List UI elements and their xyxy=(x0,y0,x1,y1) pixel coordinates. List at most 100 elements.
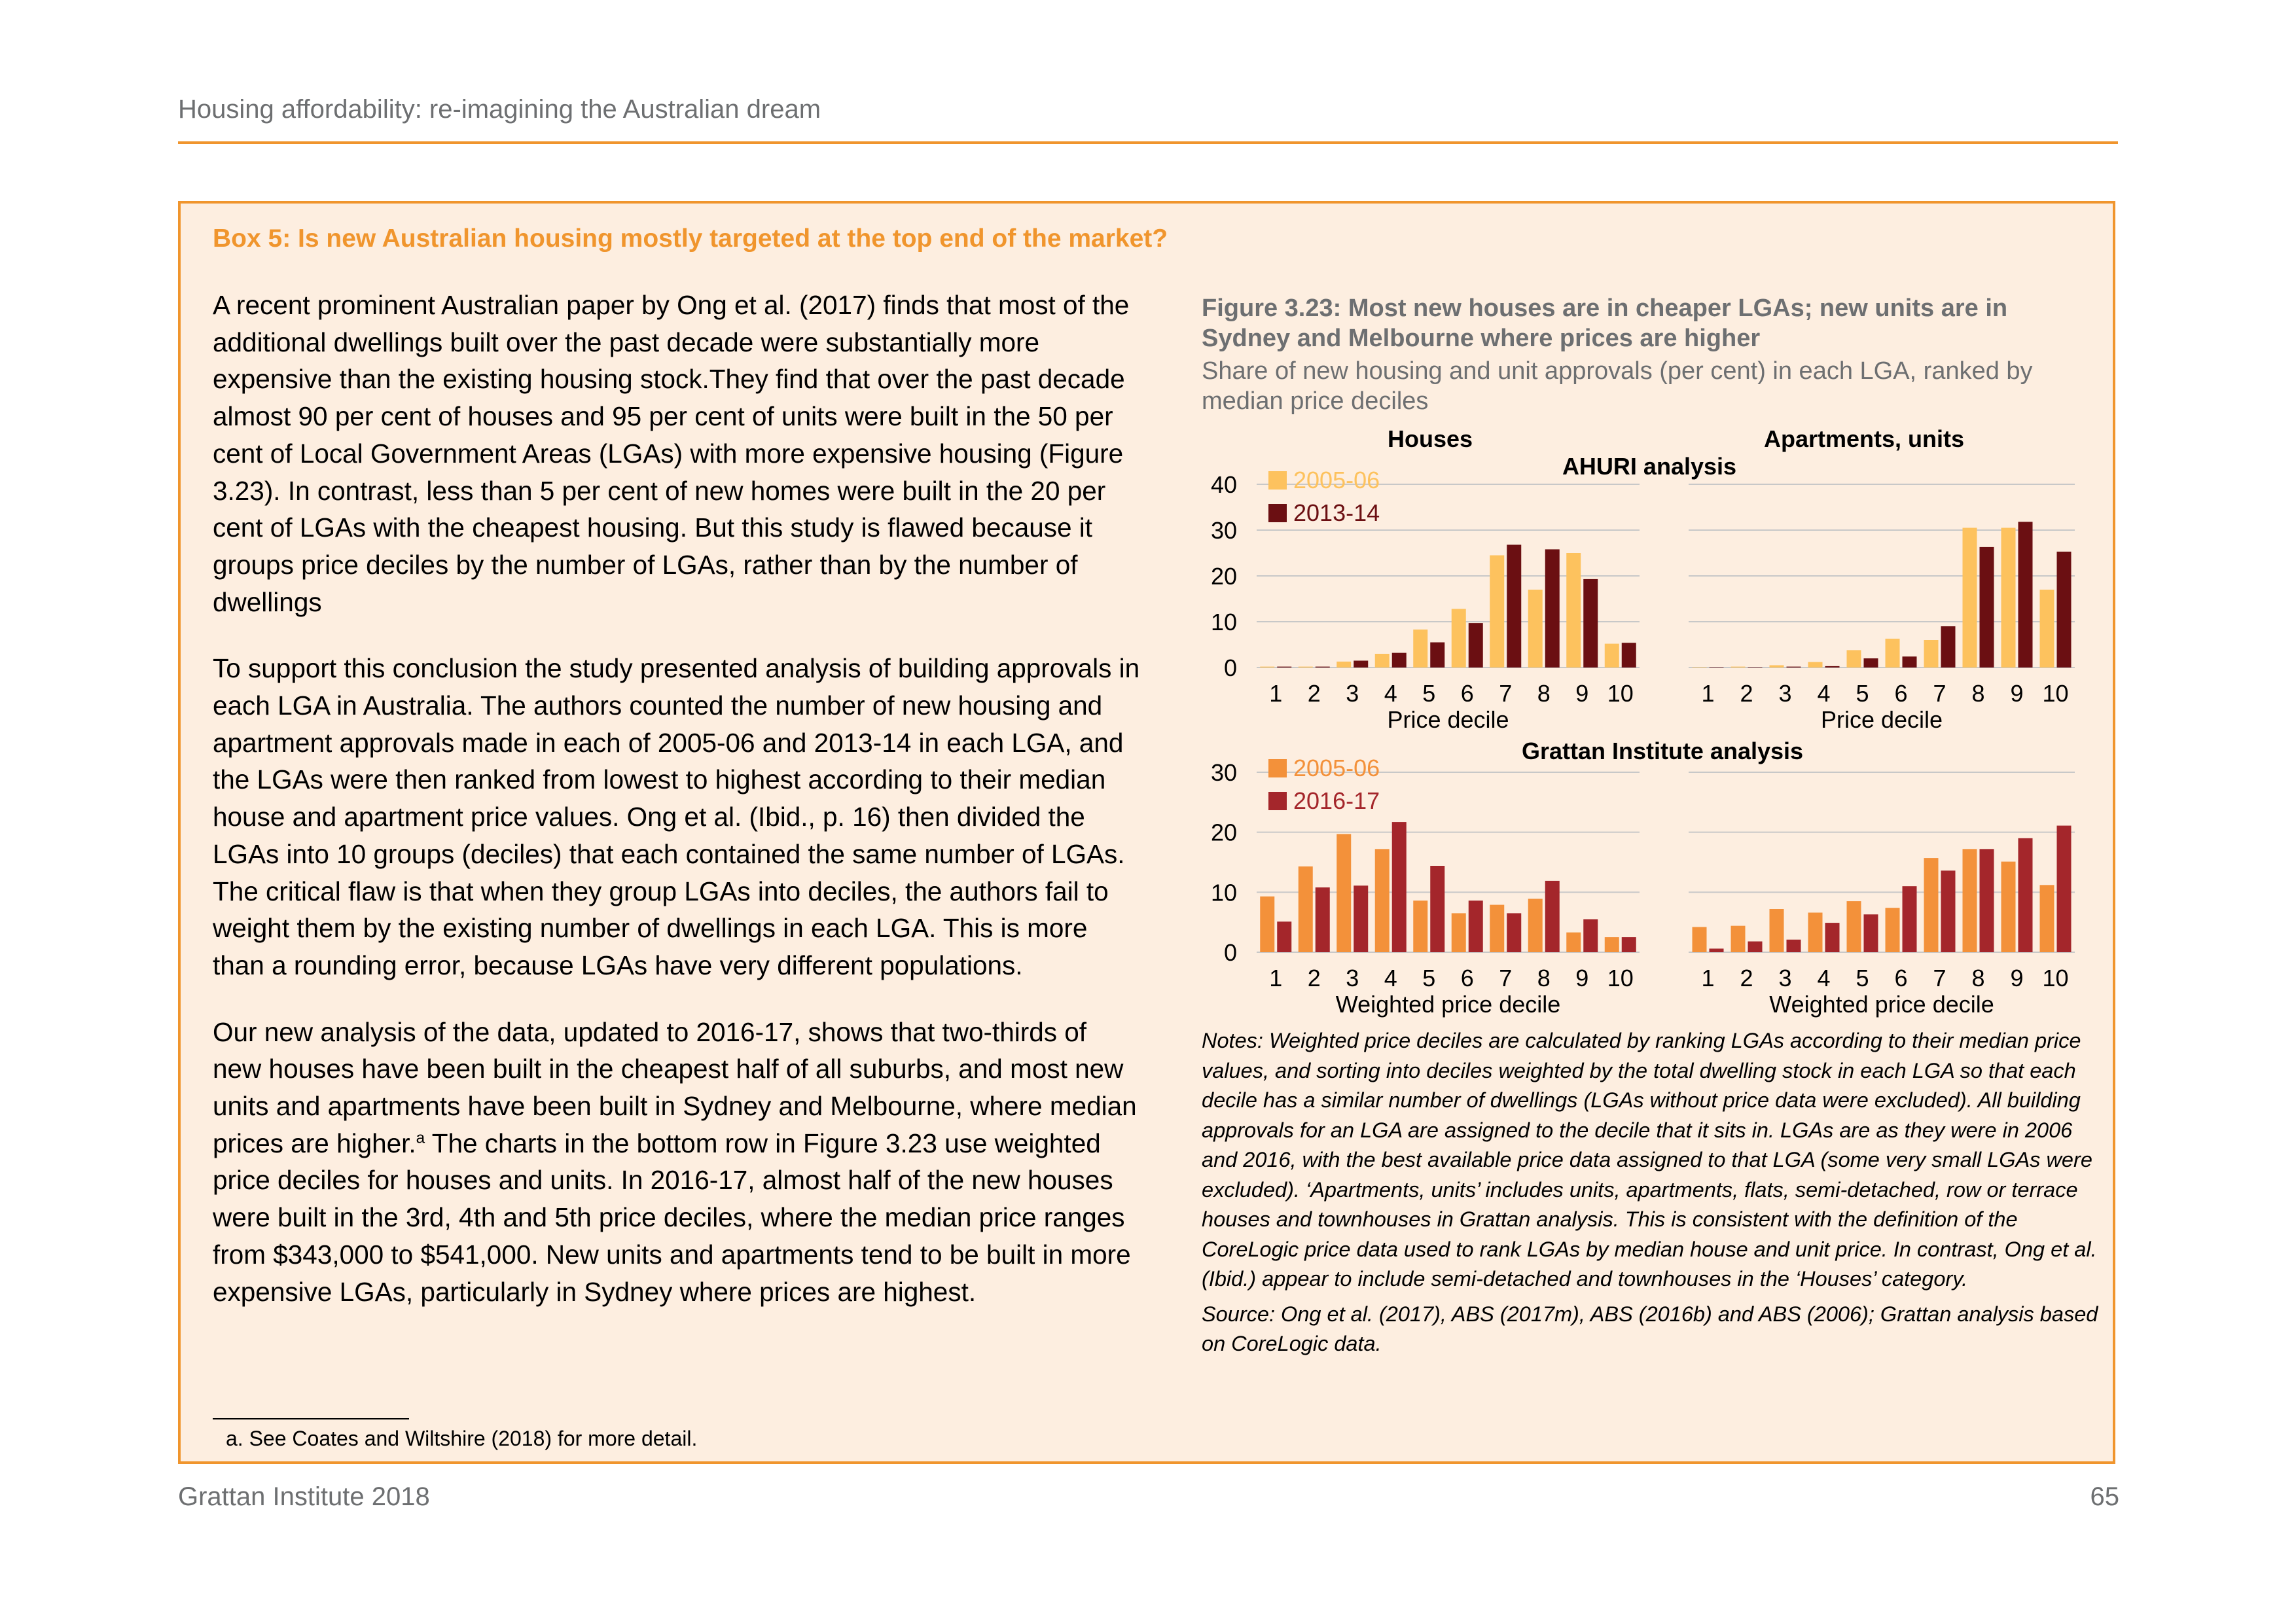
row-title-grattan: Grattan Institute analysis xyxy=(1522,738,1803,764)
x-tick-label: 9 xyxy=(1575,680,1588,707)
bar-2005-06-decile-10 xyxy=(2039,590,2054,668)
x-tick-label: 4 xyxy=(1817,965,1830,991)
x-tick-label: 2 xyxy=(1308,680,1321,707)
x-tick-label: 9 xyxy=(2010,680,2023,707)
bar-2005-06-decile-10 xyxy=(1604,643,1619,668)
x-tick-label: 6 xyxy=(1894,680,1907,707)
bar-2013-14-decile-8 xyxy=(1545,549,1560,668)
bar-2013-14-decile-9 xyxy=(2018,522,2033,668)
bar-2005-06-decile-2 xyxy=(1731,666,1746,668)
bar-2016-17-decile-2 xyxy=(1315,887,1330,952)
body-text: A recent prominent Australian paper by O… xyxy=(213,287,1142,1340)
bar-2016-17-decile-8 xyxy=(1545,880,1560,952)
bar-2005-06-decile-1 xyxy=(1692,667,1707,668)
paragraph-2: To support this conclusion the study pre… xyxy=(213,653,1140,980)
y-tick-label: 30 xyxy=(1211,517,1237,544)
bar-2005-06-decile-1 xyxy=(1260,666,1275,668)
paragraph-3-start: Our new analysis of the data, updated to… xyxy=(213,1016,1137,1158)
bar-2005-06-decile-5 xyxy=(1413,901,1428,952)
legend-label-2005-06: 2005-06 xyxy=(1293,755,1380,781)
x-tick-label: 8 xyxy=(1971,680,1984,707)
figure-title: Figure 3.23: Most new houses are in chea… xyxy=(1202,294,2008,352)
bar-2005-06-decile-7 xyxy=(1490,555,1505,668)
x-tick-label: 4 xyxy=(1817,680,1830,707)
x-axis-label: Price decile xyxy=(1387,706,1509,733)
bar-2005-06-decile-7 xyxy=(1924,640,1939,668)
legend-swatch-2016-17 xyxy=(1268,792,1287,810)
x-tick-label: 7 xyxy=(1933,965,1946,991)
legend-label-2013-14: 2013-14 xyxy=(1293,499,1380,526)
col-title-houses: Houses xyxy=(1388,425,1473,452)
bar-2013-14-decile-2 xyxy=(1315,666,1330,668)
x-tick-label: 10 xyxy=(2042,680,2068,707)
x-tick-label: 2 xyxy=(1740,965,1753,991)
bar-2013-14-decile-8 xyxy=(1979,546,1994,668)
bar-2005-06-decile-2 xyxy=(1731,925,1746,952)
bar-2005-06-decile-2 xyxy=(1298,666,1313,668)
bar-2005-06-decile-9 xyxy=(1566,553,1581,668)
x-tick-label: 1 xyxy=(1269,680,1282,707)
legend-swatch-2005-06 xyxy=(1268,471,1287,490)
x-axis-label: Weighted price decile xyxy=(1769,991,1994,1018)
bar-2005-06-decile-8 xyxy=(1528,899,1543,952)
figure-notes: Notes: Weighted price deciles are calcul… xyxy=(1202,1026,2105,1364)
page-number: 65 xyxy=(2090,1482,2120,1511)
bar-2013-14-decile-6 xyxy=(1902,656,1917,668)
x-tick-label: 2 xyxy=(1308,965,1321,991)
bar-2016-17-decile-7 xyxy=(1941,870,1956,952)
row-title-ahuri: AHURI analysis xyxy=(1562,453,1736,480)
legend-swatch-2005-06 xyxy=(1268,759,1287,777)
bar-2005-06-decile-1 xyxy=(1260,896,1275,952)
bar-2013-14-decile-1 xyxy=(1277,666,1292,668)
x-tick-label: 3 xyxy=(1778,965,1791,991)
paragraph-3-end: The charts in the bottom row in Figure 3… xyxy=(213,1128,1131,1307)
y-tick-label: 30 xyxy=(1211,759,1237,786)
bar-2005-06-decile-3 xyxy=(1769,909,1784,952)
figure-subtitle: Share of new housing and unit approvals … xyxy=(1202,357,2033,415)
y-tick-label: 10 xyxy=(1211,609,1237,635)
x-axis-label: Price decile xyxy=(1821,706,1943,733)
x-tick-label: 10 xyxy=(2042,965,2068,991)
footnote-marker: a xyxy=(416,1129,425,1147)
box-title: Box 5: Is new Australian housing mostly … xyxy=(213,224,1168,253)
x-tick-label: 1 xyxy=(1701,680,1714,707)
bar-2005-06-decile-4 xyxy=(1808,662,1823,668)
bar-2016-17-decile-1 xyxy=(1277,921,1292,952)
bar-2005-06-decile-10 xyxy=(2039,885,2054,952)
bar-2016-17-decile-9 xyxy=(1583,919,1598,952)
x-tick-label: 10 xyxy=(1607,965,1634,991)
bar-2016-17-decile-10 xyxy=(2056,825,2072,952)
x-tick-label: 3 xyxy=(1346,965,1359,991)
bar-2005-06-decile-3 xyxy=(1336,661,1352,668)
bar-2016-17-decile-2 xyxy=(1748,941,1763,952)
x-tick-label: 5 xyxy=(1856,680,1869,707)
bar-2005-06-decile-4 xyxy=(1808,912,1823,952)
bar-2005-06-decile-6 xyxy=(1885,908,1900,952)
x-tick-label: 5 xyxy=(1856,965,1869,991)
y-tick-label: 10 xyxy=(1211,879,1237,906)
bar-2005-06-decile-10 xyxy=(1604,937,1619,952)
bar-2016-17-decile-4 xyxy=(1825,923,1840,952)
bar-2005-06-decile-9 xyxy=(2001,861,2016,952)
footer-publisher: Grattan Institute 2018 xyxy=(178,1482,430,1511)
x-tick-label: 4 xyxy=(1384,965,1397,991)
y-tick-label: 40 xyxy=(1211,471,1237,498)
bar-2013-14-decile-7 xyxy=(1941,626,1956,668)
footnote: a. See Coates and Wiltshire (2018) for m… xyxy=(226,1427,698,1450)
source-text: Source: Ong et al. (2017), ABS (2017m), … xyxy=(1202,1302,2098,1356)
x-tick-label: 2 xyxy=(1740,680,1753,707)
running-header: Housing affordability: re-imagining the … xyxy=(178,95,821,124)
bar-2005-06-decile-6 xyxy=(1451,609,1466,668)
y-tick-label: 0 xyxy=(1224,654,1237,681)
legend-swatch-2013-14 xyxy=(1268,504,1287,522)
bar-2013-14-decile-9 xyxy=(1583,579,1598,668)
bar-2005-06-decile-8 xyxy=(1962,849,1977,952)
bar-2016-17-decile-4 xyxy=(1391,822,1407,952)
x-tick-label: 7 xyxy=(1499,680,1512,707)
bar-2005-06-decile-4 xyxy=(1374,654,1390,668)
bar-2013-14-decile-4 xyxy=(1825,666,1840,668)
bar-2016-17-decile-8 xyxy=(1979,849,1994,952)
bar-2016-17-decile-5 xyxy=(1863,914,1878,952)
x-tick-label: 6 xyxy=(1461,965,1474,991)
